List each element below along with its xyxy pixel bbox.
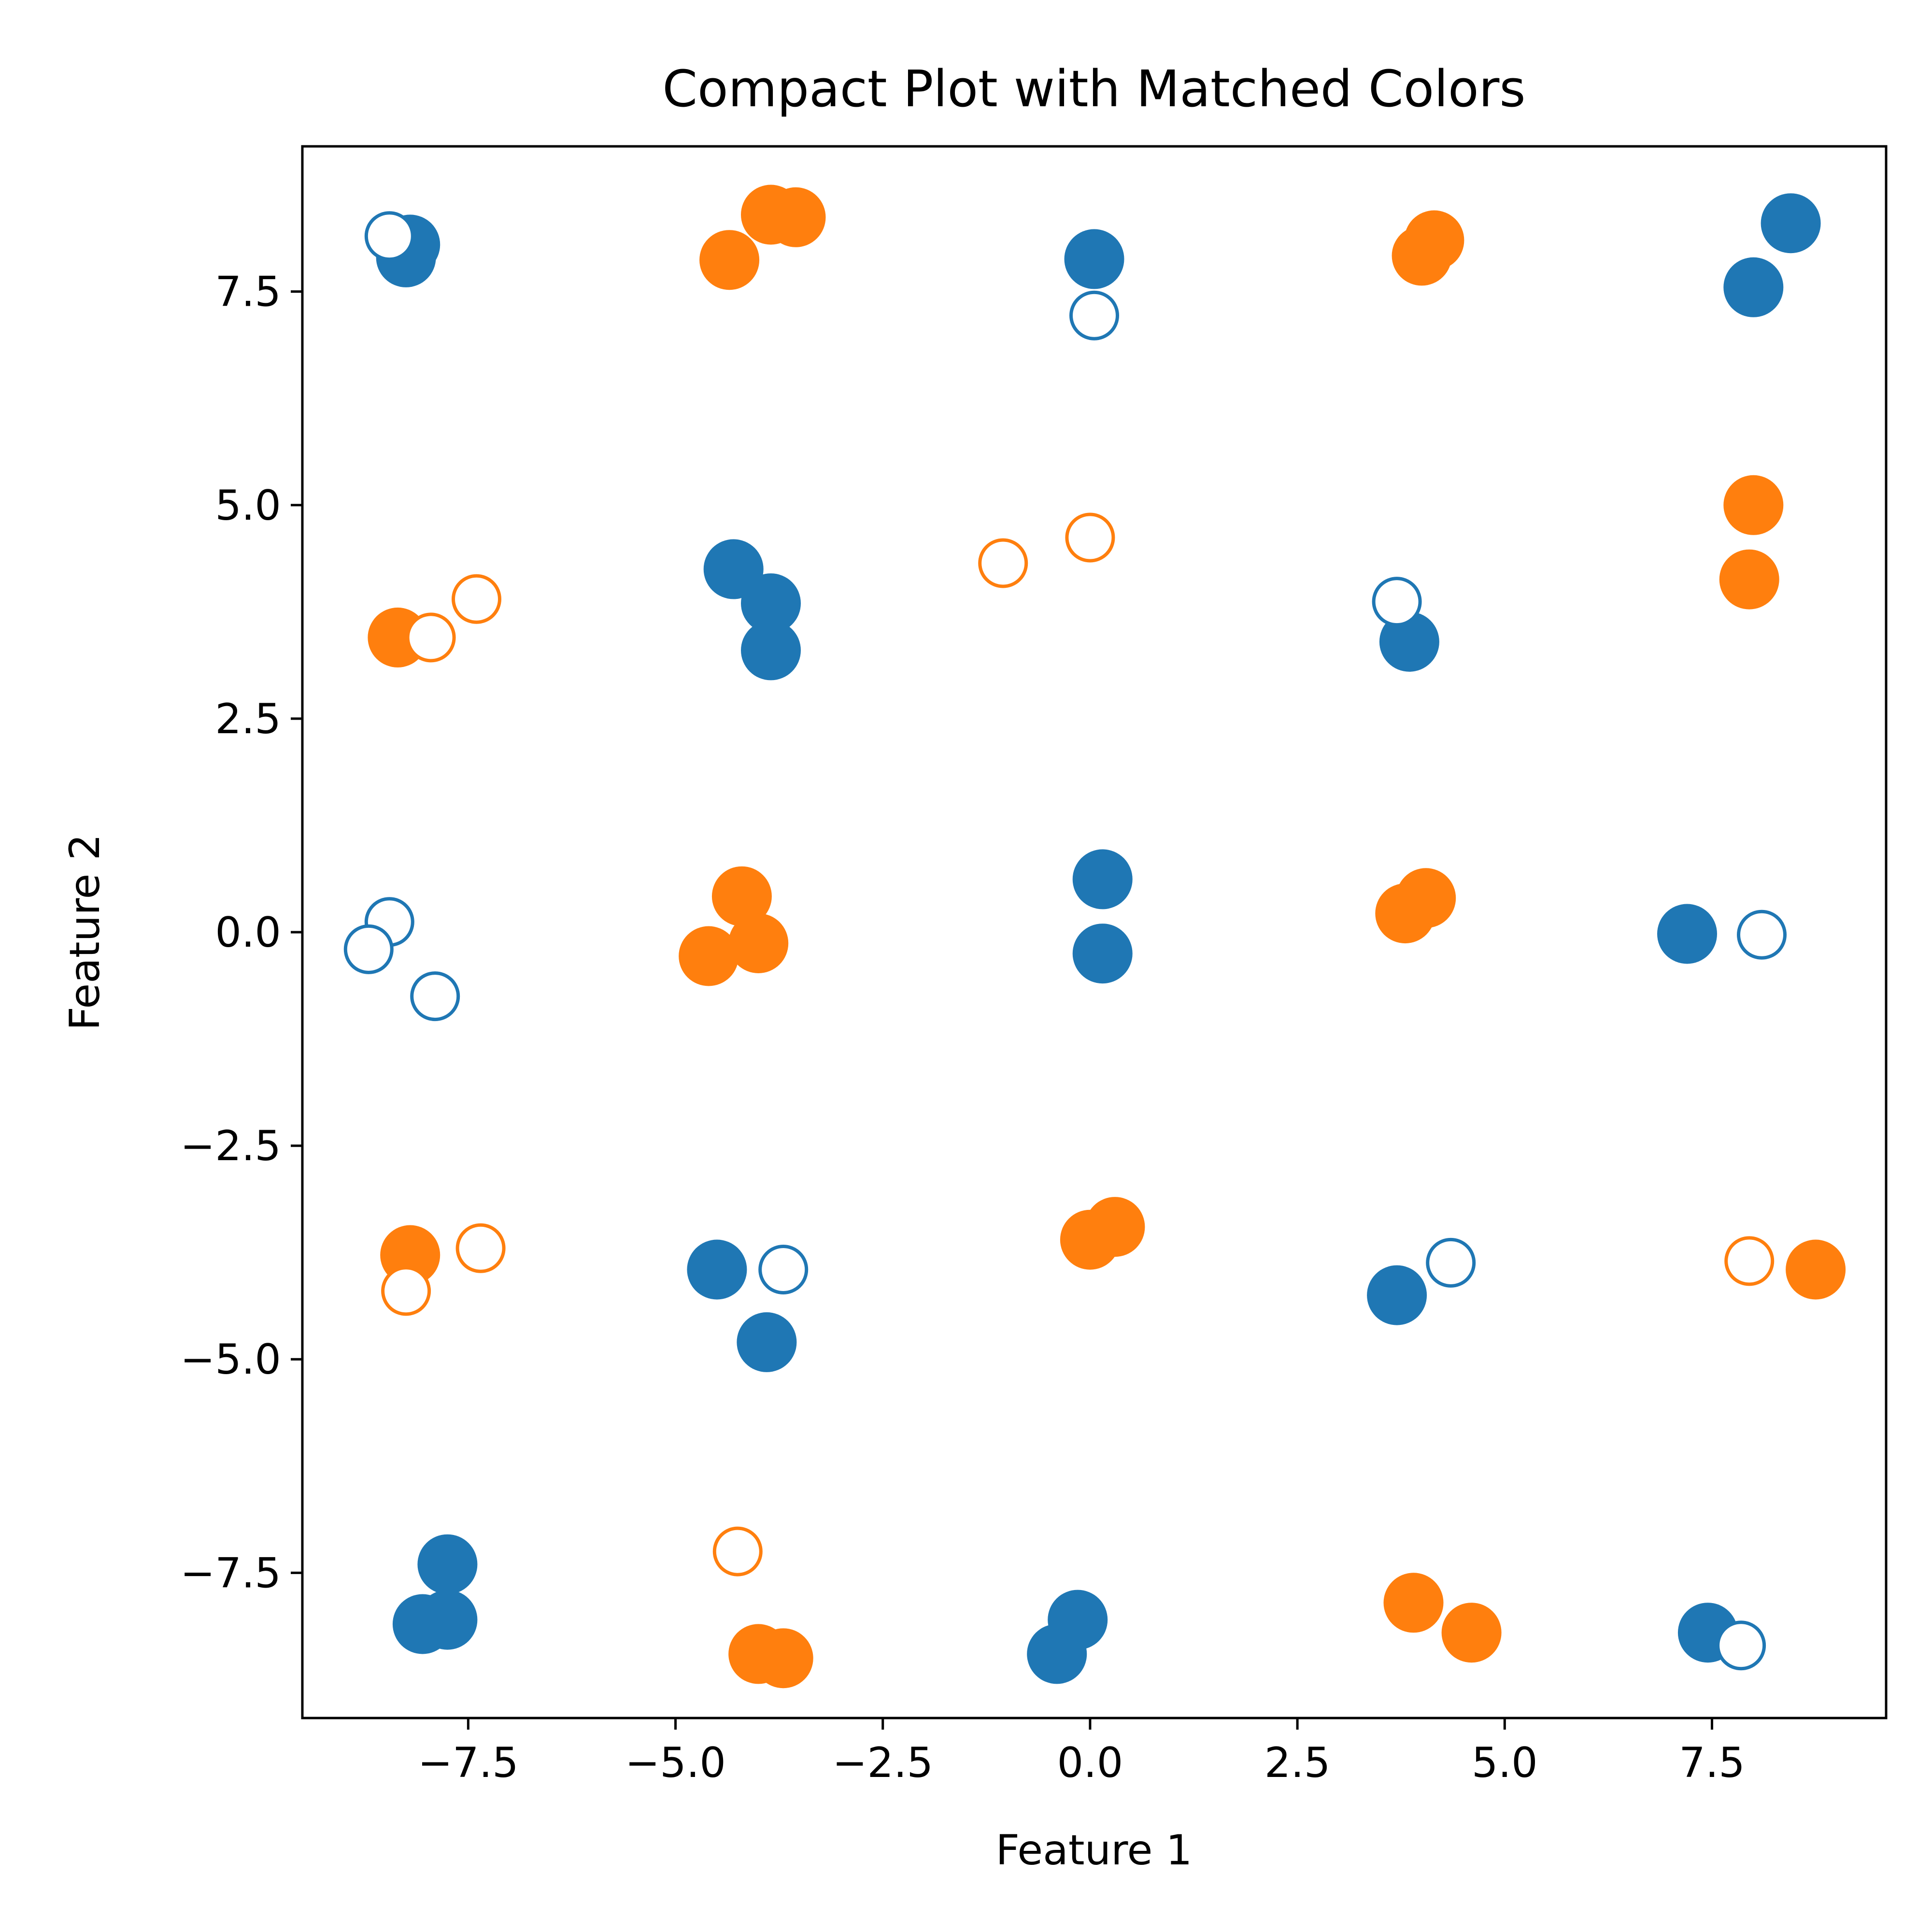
y-tick-label: −2.5 <box>180 1122 281 1170</box>
filled-point <box>1392 226 1452 286</box>
chart-title: Compact Plot with Matched Colors <box>662 59 1525 118</box>
hollow-point <box>978 538 1028 588</box>
filled-point <box>687 1239 747 1300</box>
x-axis-label: Feature 1 <box>995 1826 1192 1875</box>
hollow-point <box>758 1245 809 1294</box>
hollow-point <box>410 971 460 1022</box>
hollow-point <box>1724 1236 1775 1286</box>
hollow-point <box>1737 909 1787 960</box>
filled-point <box>679 926 739 986</box>
hollow-point <box>343 924 394 974</box>
plot-points <box>343 185 1846 1689</box>
filled-point <box>1072 849 1133 909</box>
filled-point <box>1027 1624 1087 1684</box>
x-tick-label: −7.5 <box>418 1739 519 1787</box>
hollow-point <box>364 211 414 261</box>
hollow-point <box>1069 290 1119 341</box>
filled-point <box>1375 883 1435 944</box>
filled-point <box>1064 229 1124 289</box>
filled-point <box>1379 611 1439 672</box>
filled-point <box>728 913 789 973</box>
x-axis-ticks: −7.5 −5.0 −2.5 0.0 2.5 5.0 7.5 <box>418 1718 1745 1787</box>
hollow-point <box>1716 1620 1766 1671</box>
x-tick-label: 0.0 <box>1057 1739 1123 1787</box>
filled-point <box>737 1312 797 1372</box>
filled-point <box>1383 1573 1444 1633</box>
filled-point <box>1723 257 1784 317</box>
filled-point <box>741 620 801 681</box>
filled-point <box>753 1628 813 1689</box>
y-tick-label: −5.0 <box>180 1335 281 1384</box>
hollow-point <box>1426 1237 1476 1288</box>
filled-point <box>741 573 801 634</box>
filled-point <box>766 187 826 247</box>
filled-point <box>699 230 760 290</box>
hollow-point <box>406 612 456 663</box>
x-tick-label: −5.0 <box>625 1739 726 1787</box>
filled-point <box>1719 549 1779 610</box>
filled-point <box>1367 1265 1427 1325</box>
hollow-point <box>452 574 501 624</box>
filled-point <box>1786 1239 1846 1300</box>
y-axis-ticks: −7.5 −5.0 −2.5 0.0 2.5 5.0 7.5 <box>180 268 302 1597</box>
hollow-point <box>1065 512 1115 563</box>
filled-point <box>711 866 772 926</box>
hollow-point <box>455 1223 506 1273</box>
filled-point <box>1441 1603 1502 1663</box>
hollow-point <box>712 1526 763 1577</box>
filled-point <box>1060 1209 1120 1270</box>
filled-point <box>1657 904 1717 964</box>
x-tick-label: 2.5 <box>1264 1739 1331 1787</box>
y-tick-label: 0.0 <box>215 909 281 957</box>
filled-point <box>1072 923 1133 984</box>
filled-point <box>1723 475 1784 535</box>
y-tick-label: 2.5 <box>215 695 281 743</box>
y-tick-label: 7.5 <box>215 268 281 316</box>
hollow-point <box>381 1266 431 1316</box>
y-axis-label: Feature 2 <box>61 834 109 1030</box>
x-tick-label: 7.5 <box>1679 1739 1745 1787</box>
hollow-point <box>1372 577 1422 627</box>
y-tick-label: 5.0 <box>215 482 281 530</box>
y-tick-label: −7.5 <box>180 1549 281 1597</box>
x-tick-label: 5.0 <box>1472 1739 1538 1787</box>
filled-point <box>417 1534 478 1594</box>
x-tick-label: −2.5 <box>832 1739 933 1787</box>
filled-point <box>392 1594 453 1654</box>
filled-point <box>1761 193 1821 254</box>
